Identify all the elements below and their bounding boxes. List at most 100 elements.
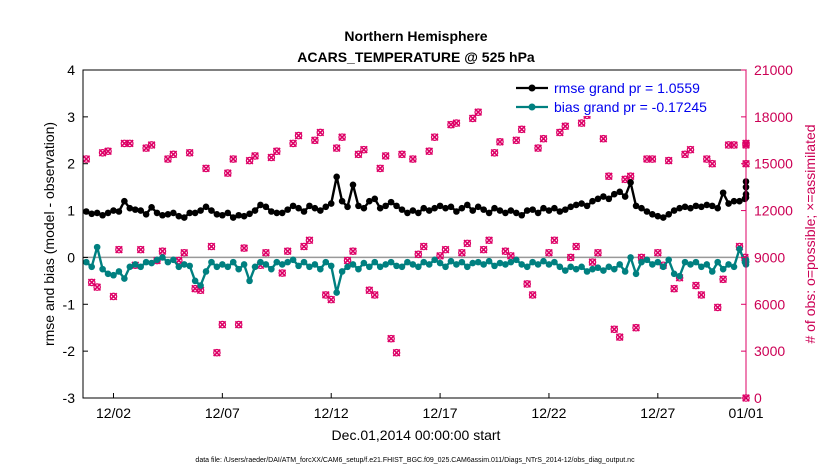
bias-point (235, 265, 242, 273)
bias-point (175, 263, 183, 271)
bias-point (322, 258, 330, 266)
obs-point (283, 247, 292, 256)
rmse-point (447, 203, 455, 211)
obs-possible-circle (115, 245, 123, 254)
bias-point (202, 268, 210, 275)
rmse-point (714, 204, 721, 212)
bias-point (730, 263, 738, 271)
bias-point (142, 258, 150, 266)
rmse-point (93, 209, 101, 217)
x-tick-label: 12/17 (423, 405, 458, 421)
rmse-point (485, 209, 493, 217)
obs-possible-circle (664, 156, 673, 165)
obs-possible-circle (414, 250, 423, 259)
rmse-point (436, 202, 444, 210)
rmse-point (224, 209, 232, 217)
bias-point (88, 263, 96, 271)
rmse-point (202, 203, 210, 211)
obs-possible-circle (392, 348, 401, 357)
obs-possible-circle (697, 291, 706, 299)
bias-point (93, 243, 101, 251)
rmse-point (137, 207, 144, 214)
rmse-point (464, 201, 471, 209)
bias-point (561, 267, 569, 274)
y-right-tick-label: 6000 (754, 296, 785, 312)
y-right-tick-label: 21000 (754, 62, 793, 78)
obs-possible-circle (283, 247, 292, 255)
bias-point (518, 261, 526, 268)
obs-point (316, 128, 325, 137)
bias-point (387, 258, 395, 266)
rmse-point (148, 203, 155, 211)
obs-point (202, 164, 210, 173)
rmse-point (360, 204, 368, 212)
obs-possible-circle (251, 152, 259, 160)
obs-possible-circle (136, 245, 145, 254)
rmse-point (621, 193, 629, 200)
obs-point (147, 141, 156, 149)
obs-point (305, 236, 314, 245)
obs-possible-circle (87, 278, 96, 287)
obs-point (664, 156, 673, 165)
rmse-point (616, 188, 624, 196)
y-right-tick-label: 12000 (754, 203, 793, 219)
obs-point (360, 145, 368, 154)
obs-possible-circle (719, 275, 727, 284)
obs-possible-circle (229, 155, 238, 163)
obs-possible-circle (441, 245, 450, 254)
rmse-point (99, 211, 106, 219)
obs-possible-circle (686, 145, 695, 154)
bias-point (404, 258, 411, 266)
bias-point (240, 261, 248, 268)
bias-point (436, 259, 444, 267)
obs-point (457, 248, 466, 257)
bias-point (480, 261, 487, 268)
obs-possible-circle (327, 295, 336, 304)
rmse-point (594, 195, 602, 203)
bias-point (262, 261, 270, 268)
obs-possible-circle (164, 155, 172, 163)
obs-point (610, 325, 619, 334)
obs-possible-circle (539, 134, 548, 143)
obs-possible-circle (430, 133, 439, 141)
rmse-point (191, 209, 199, 217)
x-axis-label: Dec.01,2014 00:00:00 start (332, 427, 501, 443)
bias-point (507, 258, 515, 266)
rmse-point (88, 210, 96, 218)
y-left-tick-label: 1 (67, 203, 75, 219)
rmse-point (338, 197, 346, 205)
obs-possible-circle (458, 248, 466, 257)
obs-point (485, 236, 493, 245)
bias-point (219, 261, 226, 268)
rmse-point (404, 209, 411, 217)
bias-point (273, 258, 281, 266)
legend-rmse-marker (528, 84, 536, 92)
obs-point (213, 348, 221, 357)
bias-point (300, 258, 308, 266)
rmse-point (719, 189, 727, 197)
rmse-point (610, 190, 618, 198)
rmse-point (284, 206, 291, 213)
bias-point (164, 258, 172, 266)
bias-point (643, 256, 651, 264)
obs-point (409, 155, 417, 163)
obs-possible-circle (468, 114, 477, 123)
legend-bias-marker (528, 103, 536, 111)
obs-possible-circle (338, 133, 346, 141)
y-axis-right-label: # of obs: o=possible; ×=assimilated (802, 124, 818, 343)
rmse-point (687, 204, 694, 212)
obs-possible-circle (615, 333, 624, 341)
rmse-point (703, 201, 711, 209)
y-right-tick-label: 3000 (754, 343, 785, 359)
obs-possible-circle (223, 169, 232, 177)
obs-possible-circle (496, 138, 504, 146)
obs-point (670, 284, 679, 293)
bias-point (251, 263, 259, 271)
rmse-point (289, 202, 297, 210)
obs-point (555, 128, 564, 137)
bias-point (349, 261, 357, 268)
x-tick-label: 12/07 (205, 405, 240, 421)
obs-point (692, 281, 700, 290)
obs-possible-circle (654, 248, 662, 257)
rmse-point (654, 212, 662, 220)
